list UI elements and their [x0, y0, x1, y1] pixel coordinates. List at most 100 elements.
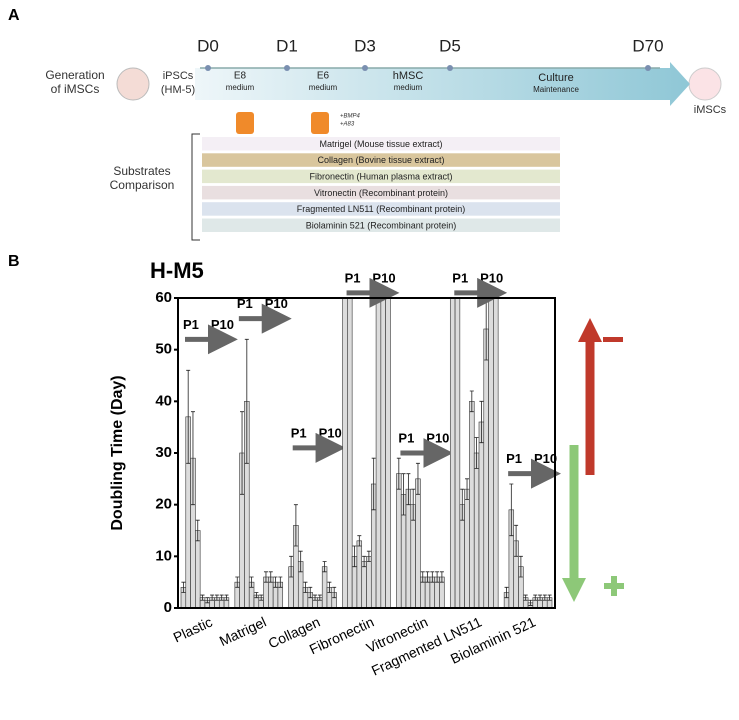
error-bar [259, 594, 264, 601]
bar [342, 297, 348, 609]
supplement: +A83 [340, 122, 355, 128]
error-bar [268, 571, 273, 583]
bar [449, 297, 456, 609]
panel-label: A [8, 7, 20, 24]
annotation: P1 [291, 425, 307, 440]
bar [469, 401, 475, 609]
error-bar [362, 555, 367, 568]
error-bar [254, 592, 259, 599]
stage-label: medium [309, 83, 338, 92]
day-label: D70 [632, 36, 663, 55]
error-bar [214, 594, 219, 601]
error-bar [371, 457, 376, 511]
stage-label: E8 [234, 71, 247, 82]
error-bar [327, 581, 332, 593]
error-bar [352, 545, 357, 568]
bar [488, 297, 494, 609]
error-bar [317, 594, 322, 601]
substrate-row [202, 169, 560, 184]
error-bar [303, 581, 308, 593]
y-tick-label: 60 [155, 289, 172, 306]
bottle [236, 112, 254, 134]
bar [405, 488, 412, 609]
annotation: P1 [345, 270, 361, 285]
bar [415, 478, 421, 609]
panel-label: B [8, 253, 20, 270]
error-bar [205, 597, 210, 604]
annotation: P10 [480, 270, 503, 285]
error-bar [278, 576, 283, 588]
generation: of iMSCs [51, 82, 100, 96]
error-bar [308, 586, 313, 599]
error-bar [396, 457, 401, 490]
annotation: P1 [398, 430, 414, 445]
start-cells: (HM-5) [161, 84, 195, 96]
y-tick-label: 50 [155, 341, 172, 358]
bar [454, 297, 461, 609]
error-bar [298, 550, 303, 573]
bar [347, 297, 353, 609]
error-bar [401, 473, 406, 516]
arrow-head [562, 578, 586, 602]
error-bar [240, 411, 245, 495]
minus-sign [603, 337, 623, 342]
bar [464, 488, 470, 609]
timeline-arrow [195, 62, 690, 106]
y-tick-label: 30 [155, 444, 172, 461]
bar [385, 297, 391, 609]
error-bar [406, 473, 411, 506]
error-bar [273, 576, 278, 588]
day-dot [284, 65, 290, 71]
error-bar [415, 462, 420, 495]
error-bar [474, 437, 479, 469]
error-bar [504, 586, 509, 599]
bar [493, 297, 499, 609]
day-dot [362, 65, 368, 71]
error-bar [514, 524, 519, 557]
day-dot [645, 65, 651, 71]
day-label: D0 [197, 36, 219, 55]
bar [321, 566, 328, 609]
annotation: P10 [319, 425, 342, 440]
error-bar [249, 576, 254, 588]
annotation: P10 [211, 317, 234, 332]
substrate-label: Biolaminin 521 (Recombinant protein) [306, 220, 457, 230]
plus-sign [604, 576, 624, 596]
error-bar [190, 411, 195, 506]
error-bar [420, 571, 425, 583]
error-bar [528, 599, 533, 606]
error-bar [235, 576, 240, 588]
error-bar [293, 504, 298, 547]
day-dot [205, 65, 211, 71]
stage-label: medium [394, 83, 423, 92]
bar [356, 540, 363, 609]
bar [380, 297, 386, 609]
error-bar [181, 581, 186, 593]
substrate-label: Matrigel (Mouse tissue extract) [319, 139, 442, 149]
error-bar [411, 488, 416, 521]
plot-frame [177, 297, 556, 609]
bar [483, 328, 489, 609]
substrate-row [202, 202, 560, 216]
annotation: P1 [452, 270, 468, 285]
error-bar [538, 594, 543, 601]
annotation: P1 [183, 317, 199, 332]
bracket [191, 133, 200, 241]
error-bar [200, 594, 205, 601]
cell-cluster [116, 67, 150, 101]
error-bar [322, 561, 327, 573]
error-bar [332, 586, 337, 599]
substrate-row [202, 185, 560, 200]
stage-label: Culture [538, 72, 573, 84]
error-bar [523, 594, 528, 601]
bar [366, 556, 372, 609]
chart-title: H-M5 [150, 258, 204, 283]
day-label: D5 [439, 36, 461, 55]
error-bar [469, 390, 474, 413]
error-bar [186, 369, 191, 464]
substrate-label: Fibronectin (Human plasma extract) [309, 171, 452, 181]
substrate-row [202, 153, 560, 167]
stage-label: hMSC [393, 70, 424, 82]
bar [396, 473, 402, 609]
error-bar [263, 571, 268, 583]
